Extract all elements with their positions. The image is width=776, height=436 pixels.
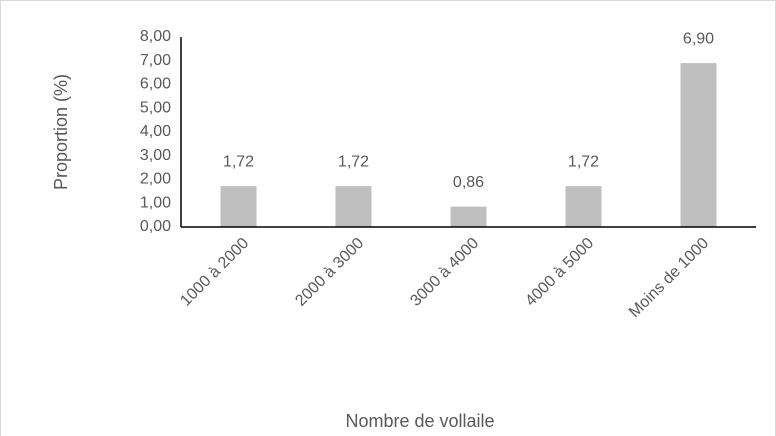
data-label: 1,72: [568, 153, 599, 170]
y-tick-label: 0,00: [140, 218, 171, 235]
x-tick-label: 3000 à 4000: [407, 235, 482, 310]
bar: [565, 186, 602, 227]
y-tick-label: 8,00: [140, 28, 171, 45]
data-label: 0,86: [453, 174, 484, 191]
y-tick-label: 4,00: [140, 123, 171, 140]
y-tick-label: 2,00: [140, 171, 171, 188]
x-tick-label: 4000 à 5000: [522, 235, 597, 310]
y-tick-label: 6,00: [140, 76, 171, 93]
bar: [450, 206, 487, 227]
bar: [220, 186, 257, 227]
data-label: 6,90: [683, 30, 714, 47]
x-tick-label: 2000 à 3000: [292, 235, 367, 310]
y-axis-title: Proportion (%): [51, 74, 71, 190]
bar: [335, 186, 372, 227]
data-label: 1,72: [338, 153, 369, 170]
y-tick-label: 3,00: [140, 147, 171, 164]
data-label: 1,72: [223, 153, 254, 170]
x-axis-title: Nombre de vollaile: [345, 411, 494, 431]
y-tick-label: 5,00: [140, 99, 171, 116]
x-tick-label: 1000 à 2000: [177, 235, 252, 310]
y-tick-label: 7,00: [140, 52, 171, 69]
bar: [680, 63, 717, 227]
y-tick-label: 1,00: [140, 194, 171, 211]
x-tick-label: Moins de 1000: [626, 235, 712, 321]
